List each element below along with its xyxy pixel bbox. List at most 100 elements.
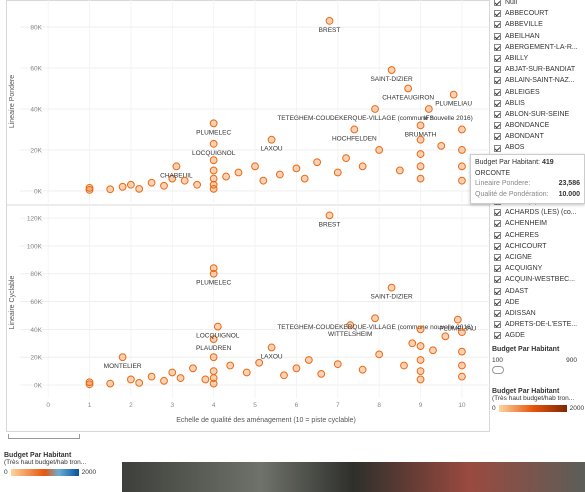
- filter-label: ABBECOURT: [505, 10, 549, 18]
- filter-item[interactable]: ADE: [494, 297, 577, 308]
- checkbox[interactable]: [494, 66, 501, 74]
- point: [209, 335, 218, 344]
- checkbox[interactable]: [494, 242, 501, 250]
- filter-item[interactable]: Null: [494, 0, 578, 8]
- filter-item[interactable]: ACHICOURT: [494, 241, 577, 252]
- checkbox[interactable]: [494, 122, 501, 130]
- checkbox[interactable]: [494, 110, 501, 118]
- range-legend[interactable]: Budget Par Habitant 100 900: [492, 346, 585, 374]
- filter-item[interactable]: ACIGNE: [494, 252, 577, 263]
- point: [209, 374, 218, 382]
- filter-item[interactable]: ABERGEMENT-LA-R...: [494, 42, 578, 53]
- point: [317, 369, 326, 378]
- point: [209, 119, 218, 128]
- filter-item[interactable]: ABBEVILLE: [494, 19, 578, 30]
- point: [371, 105, 379, 113]
- slider[interactable]: [8, 434, 80, 439]
- checkbox[interactable]: [494, 32, 501, 40]
- point-label: LOCQUIGNOL: [196, 333, 240, 340]
- y-axis-title: Lineaire Pondere: [9, 75, 16, 128]
- legend-max: 2000: [81, 469, 97, 477]
- point: [458, 372, 466, 381]
- chart-panel: [6, 0, 490, 432]
- point-label: HOCHFELDEN: [332, 135, 377, 142]
- filter-item[interactable]: ADAST: [494, 286, 577, 297]
- checkbox[interactable]: [494, 99, 501, 107]
- filter-label: ACQUIGNY: [505, 265, 543, 273]
- checkbox[interactable]: [494, 321, 501, 329]
- checkbox[interactable]: [494, 298, 501, 306]
- checkbox[interactable]: [494, 220, 501, 228]
- filter-label: ABERGEMENT-LA-R...: [505, 43, 578, 51]
- filter-label: ABLEIGES: [505, 88, 540, 96]
- filter-item[interactable]: ABBECOURT: [494, 8, 578, 19]
- point: [325, 16, 334, 25]
- filter-item[interactable]: ABLAIN-SAINT-NAZ...: [494, 75, 578, 86]
- point: [209, 139, 218, 148]
- checkbox[interactable]: [494, 10, 501, 18]
- checkbox[interactable]: [494, 231, 501, 239]
- filter-label: ABLIS: [505, 99, 525, 107]
- filter-label: Null: [505, 0, 518, 6]
- point: [358, 365, 367, 374]
- point-label: PLUMELIAU: [439, 326, 476, 333]
- y-tick-label: 60K: [30, 299, 42, 306]
- checkbox[interactable]: [494, 265, 501, 273]
- y-tick-label: 60K: [30, 66, 42, 73]
- point: [275, 170, 284, 179]
- filter-item[interactable]: ABJAT-SUR-BANDIAT: [494, 64, 578, 75]
- filter-list[interactable]: ABSIE (L')ACHARDS (LES) (co...ACHENHEIMA…: [494, 196, 577, 341]
- point: [147, 178, 156, 187]
- checkbox[interactable]: [494, 21, 501, 29]
- x-tick-label: 2: [129, 402, 133, 409]
- filter-item[interactable]: ABLIS: [494, 98, 578, 109]
- point: [387, 66, 396, 74]
- filter-item[interactable]: ACHERES: [494, 230, 577, 241]
- checkbox[interactable]: [494, 77, 501, 85]
- checkbox[interactable]: [494, 276, 501, 284]
- filter-item[interactable]: ABLON-SUR-SEINE: [494, 109, 578, 120]
- point: [375, 146, 384, 154]
- y-tick-label: 40K: [30, 106, 42, 113]
- checkbox[interactable]: [494, 332, 501, 340]
- point-label: TETEGHEM-COUDEKERQUE-VILLAGE (commune no…: [277, 115, 472, 122]
- point-label: MONTELIER: [104, 363, 142, 370]
- filter-item[interactable]: ABEILHAN: [494, 31, 578, 42]
- filter-item[interactable]: AGDE: [494, 330, 577, 341]
- checkbox[interactable]: [494, 55, 501, 63]
- point-label: WITTELSHEIM: [328, 331, 372, 338]
- checkbox[interactable]: [494, 43, 501, 51]
- slider[interactable]: [492, 366, 504, 374]
- filter-item[interactable]: ACQUIN-WESTBEC...: [494, 274, 577, 285]
- point-label: PLUMELEC: [196, 280, 231, 287]
- checkbox[interactable]: [494, 309, 501, 317]
- legend-subtitle: (Très haut budget/hab tron...: [492, 395, 575, 402]
- filter-item[interactable]: ABLEIGES: [494, 87, 578, 98]
- point: [408, 339, 417, 348]
- checkbox[interactable]: [494, 133, 501, 141]
- filter-item[interactable]: ABONDANCE: [494, 120, 578, 131]
- checkbox[interactable]: [494, 144, 501, 152]
- checkbox[interactable]: [494, 0, 501, 7]
- checkbox[interactable]: [494, 88, 501, 96]
- checkbox[interactable]: [494, 254, 501, 262]
- checkbox[interactable]: [494, 287, 501, 295]
- point: [168, 368, 177, 377]
- point: [416, 375, 425, 384]
- filter-item[interactable]: ADISSAN: [494, 308, 577, 319]
- point: [416, 121, 425, 130]
- y-tick-label: 20K: [30, 355, 42, 362]
- checkbox[interactable]: [494, 209, 501, 217]
- filter-item[interactable]: ADRETS-DE-L'ESTE...: [494, 319, 577, 330]
- filter-item[interactable]: ABILLY: [494, 53, 578, 64]
- filter-list[interactable]: Null ABBECOURT ABBEVILLE ABEILHAN ABERGEMENT…: [494, 0, 578, 154]
- filter-item[interactable]: ACQUIGNY: [494, 263, 577, 274]
- tooltip: Budget Par Habitant: 419 ORCONTE Lineair…: [470, 154, 585, 204]
- point: [85, 380, 94, 389]
- filter-item[interactable]: ABOS: [494, 142, 578, 153]
- filter-item[interactable]: ACHARDS (LES) (co...: [494, 207, 577, 218]
- point: [222, 172, 230, 181]
- legend-title: Budget Par Habitant: [4, 452, 72, 459]
- filter-item[interactable]: ABONDANT: [494, 131, 578, 142]
- filter-item[interactable]: ACHENHEIM: [494, 218, 577, 229]
